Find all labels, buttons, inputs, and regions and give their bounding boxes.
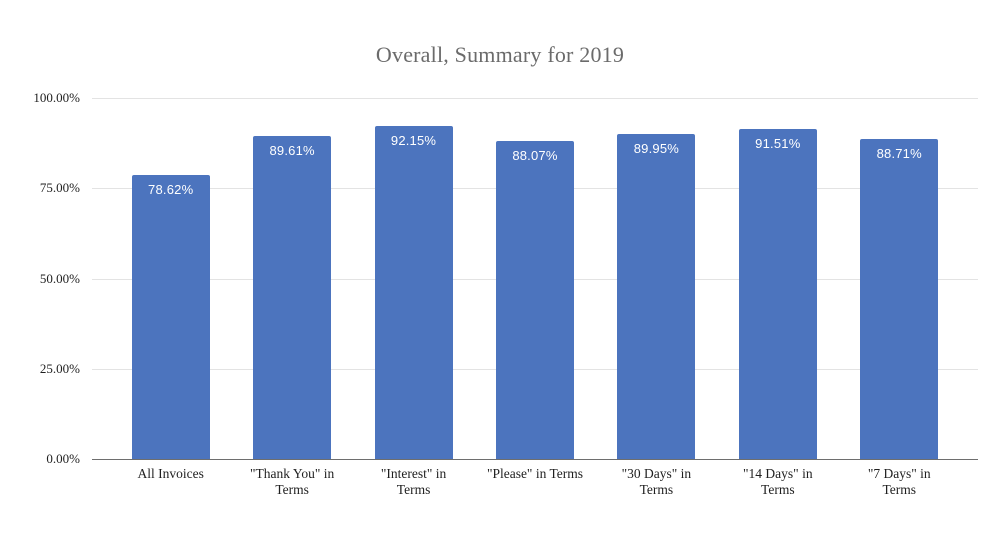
bar: 92.15%: [374, 126, 453, 459]
x-axis-label: "Interest" in Terms: [380, 466, 447, 497]
bar-value-label: 88.07%: [512, 148, 558, 164]
bar-column: 89.95%: [596, 98, 717, 459]
plot-area: 78.62% 89.61% 92.15% 88.07% 89.95% 91.51% 88.7…: [92, 98, 978, 460]
x-axis-label: "Please" in Terms: [486, 466, 583, 481]
y-tick-label: 100.00%: [33, 90, 80, 105]
y-tick-label: 75.00%: [39, 180, 80, 196]
bar-value-label: 91.51%: [755, 135, 801, 151]
bar: 89.61%: [253, 135, 332, 459]
x-axis-label: "Thank You" in Terms: [250, 466, 335, 497]
bar-column: 91.51%: [717, 98, 838, 459]
bar-value-label: 92.15%: [390, 133, 437, 149]
bar-value-label: 78.62%: [148, 182, 194, 198]
gridline: [92, 98, 978, 99]
bar: 88.07%: [495, 141, 574, 459]
bar-value-label: 88.71%: [876, 145, 922, 161]
bar-value-label: 89.95%: [633, 141, 680, 157]
bar: 89.95%: [617, 134, 696, 459]
x-axis-label: "7 Days" in Terms: [867, 466, 931, 497]
y-tick-label: 50.00%: [39, 270, 80, 286]
bar: 88.71%: [860, 138, 939, 459]
y-axis: 100.00% 75.00% 50.00% 25.00% 0.00%: [0, 90, 80, 466]
chart-title: Overall, Summary for 2019: [375, 42, 625, 67]
x-axis: All Invoices "Thank You" in Terms "Interes…: [110, 466, 960, 498]
bar-column: 78.62%: [110, 98, 231, 459]
bar-column: 88.07%: [474, 98, 595, 459]
bar-column: 89.61%: [231, 98, 352, 459]
bar: 78.62%: [131, 175, 210, 459]
bar-value-label: 89.61%: [269, 142, 315, 158]
x-axis-label: All Invoices: [137, 466, 204, 481]
y-tick-label: 0.00%: [46, 451, 80, 466]
bar-series: 78.62% 89.61% 92.15% 88.07% 89.95% 91.51% 88.7…: [110, 98, 960, 459]
x-axis-label: "14 Days" in Terms: [743, 466, 813, 497]
x-axis-label: "30 Days" in Terms: [621, 466, 692, 497]
x-axis-line: [92, 459, 978, 460]
bar-column: 88.71%: [839, 98, 960, 459]
y-tick-label: 25.00%: [39, 360, 80, 376]
bar: 91.51%: [738, 128, 817, 459]
bar-column: 92.15%: [353, 98, 474, 459]
